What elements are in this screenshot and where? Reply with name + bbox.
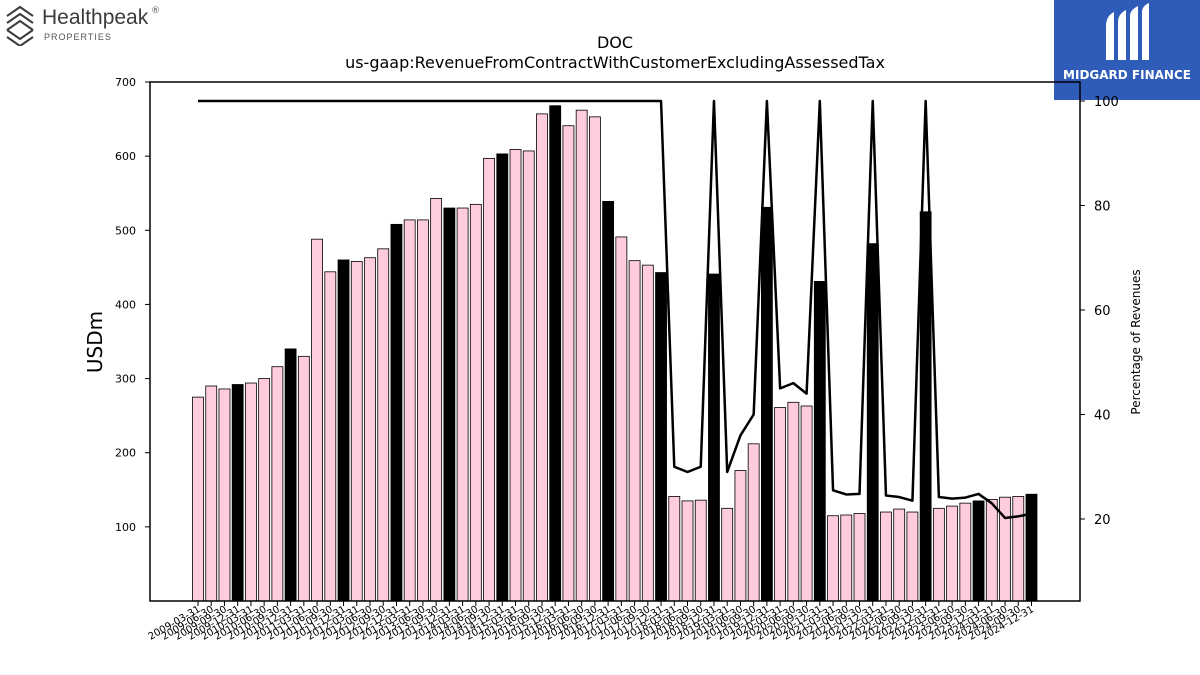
bar-quarter (324, 271, 337, 602)
bar-annual (337, 259, 350, 602)
bar-quarter (562, 125, 575, 602)
bar-quarter (985, 499, 998, 602)
healthpeak-sub: PROPERTIES (44, 32, 112, 42)
bar-quarter (946, 505, 959, 602)
y-tick-label: 500 (115, 224, 136, 237)
y-right-tick-label: 40 (1094, 409, 1111, 424)
chart-subtitle: us-gaap:RevenueFromContractWithCustomerE… (345, 53, 885, 72)
bar-quarter (668, 496, 681, 602)
bar-quarter (721, 507, 734, 602)
y-right-tick-label: 100 (1094, 95, 1119, 110)
bar-annual (231, 384, 244, 602)
bar-quarter (787, 401, 800, 602)
bar-quarter (536, 113, 548, 602)
bar-quarter (800, 405, 813, 602)
bar-quarter (589, 116, 601, 602)
bar-quarter (681, 500, 694, 602)
bar-quarter (456, 207, 469, 602)
bar-annual (496, 153, 509, 602)
bar-annual (390, 223, 403, 602)
y-axis-label: USDm (83, 311, 107, 373)
y-axis-right-label: Percentage of Revenues (1129, 269, 1143, 414)
bar-annual (813, 281, 826, 602)
y-right-tick-label: 80 (1094, 200, 1111, 215)
bar-quarter (403, 219, 416, 602)
bar-quarter (218, 388, 231, 602)
bar-quarter (205, 385, 218, 602)
bar-quarter (430, 197, 443, 602)
bar-annual (1025, 493, 1038, 602)
bar-quarter (469, 203, 482, 602)
bar-quarter (774, 407, 787, 602)
midgard-finance-logo: MIDGARD FINANCE (1054, 0, 1200, 100)
plot-frame (149, 81, 1081, 602)
bar-annual (708, 273, 720, 602)
bar-quarter (853, 513, 866, 602)
bar-quarter (350, 261, 363, 602)
y-tick-label: 100 (115, 521, 136, 534)
y-tick-label: 300 (115, 373, 136, 386)
bar-quarter (1012, 496, 1025, 602)
bar-quarter (245, 382, 257, 602)
bar-quarter (694, 499, 707, 602)
bar-quarter (311, 238, 323, 602)
bar-annual (443, 207, 456, 602)
bar-quarter (377, 248, 390, 602)
bar-quarter (906, 511, 919, 602)
bar-annual (284, 348, 297, 602)
bar-quarter (417, 219, 429, 602)
y-tick-label: 700 (115, 76, 136, 89)
healthpeak-reg-mark: ® (151, 6, 160, 16)
bar-quarter (509, 149, 522, 602)
chart-title: DOC (597, 33, 633, 52)
bar-annual (866, 243, 879, 602)
bar-quarter (615, 236, 628, 602)
bar-annual (760, 206, 773, 602)
bar-annual (602, 200, 615, 602)
bar-annual (549, 105, 562, 602)
bar-quarter (840, 514, 853, 602)
bar-quarter (827, 515, 839, 602)
bar-quarter (364, 257, 376, 602)
bar-quarter (628, 260, 641, 602)
bar-quarter (880, 511, 892, 602)
y-tick-label: 600 (115, 150, 136, 163)
bar-quarter (522, 150, 535, 602)
y-right-tick-label: 20 (1094, 513, 1111, 528)
bar-quarter (258, 378, 271, 602)
bar-quarter (959, 502, 972, 602)
bar-quarter (641, 264, 654, 602)
bar-quarter (575, 109, 588, 602)
bar-quarter (734, 470, 747, 602)
y-tick-label: 400 (115, 298, 136, 311)
y-right-tick-label: 60 (1094, 304, 1111, 319)
bar-annual (972, 500, 985, 602)
bar-quarter (271, 366, 284, 602)
healthpeak-logo: Healthpeak ® PROPERTIES (4, 4, 164, 48)
bar-quarter (893, 508, 906, 602)
bar-quarter (932, 507, 945, 602)
healthpeak-brand: Healthpeak (42, 6, 149, 29)
bar-annual (655, 272, 667, 602)
bar-quarter (483, 157, 495, 602)
midgard-finance-text: MIDGARD FINANCE (1063, 68, 1191, 82)
bar-quarter (297, 355, 310, 602)
bar-quarter (747, 443, 760, 602)
bar-annual (919, 211, 932, 602)
bar-quarter (192, 396, 204, 602)
y-tick-label: 200 (115, 447, 136, 460)
percentage-line (198, 99, 1032, 520)
midgard-mark-icon (1106, 3, 1149, 60)
